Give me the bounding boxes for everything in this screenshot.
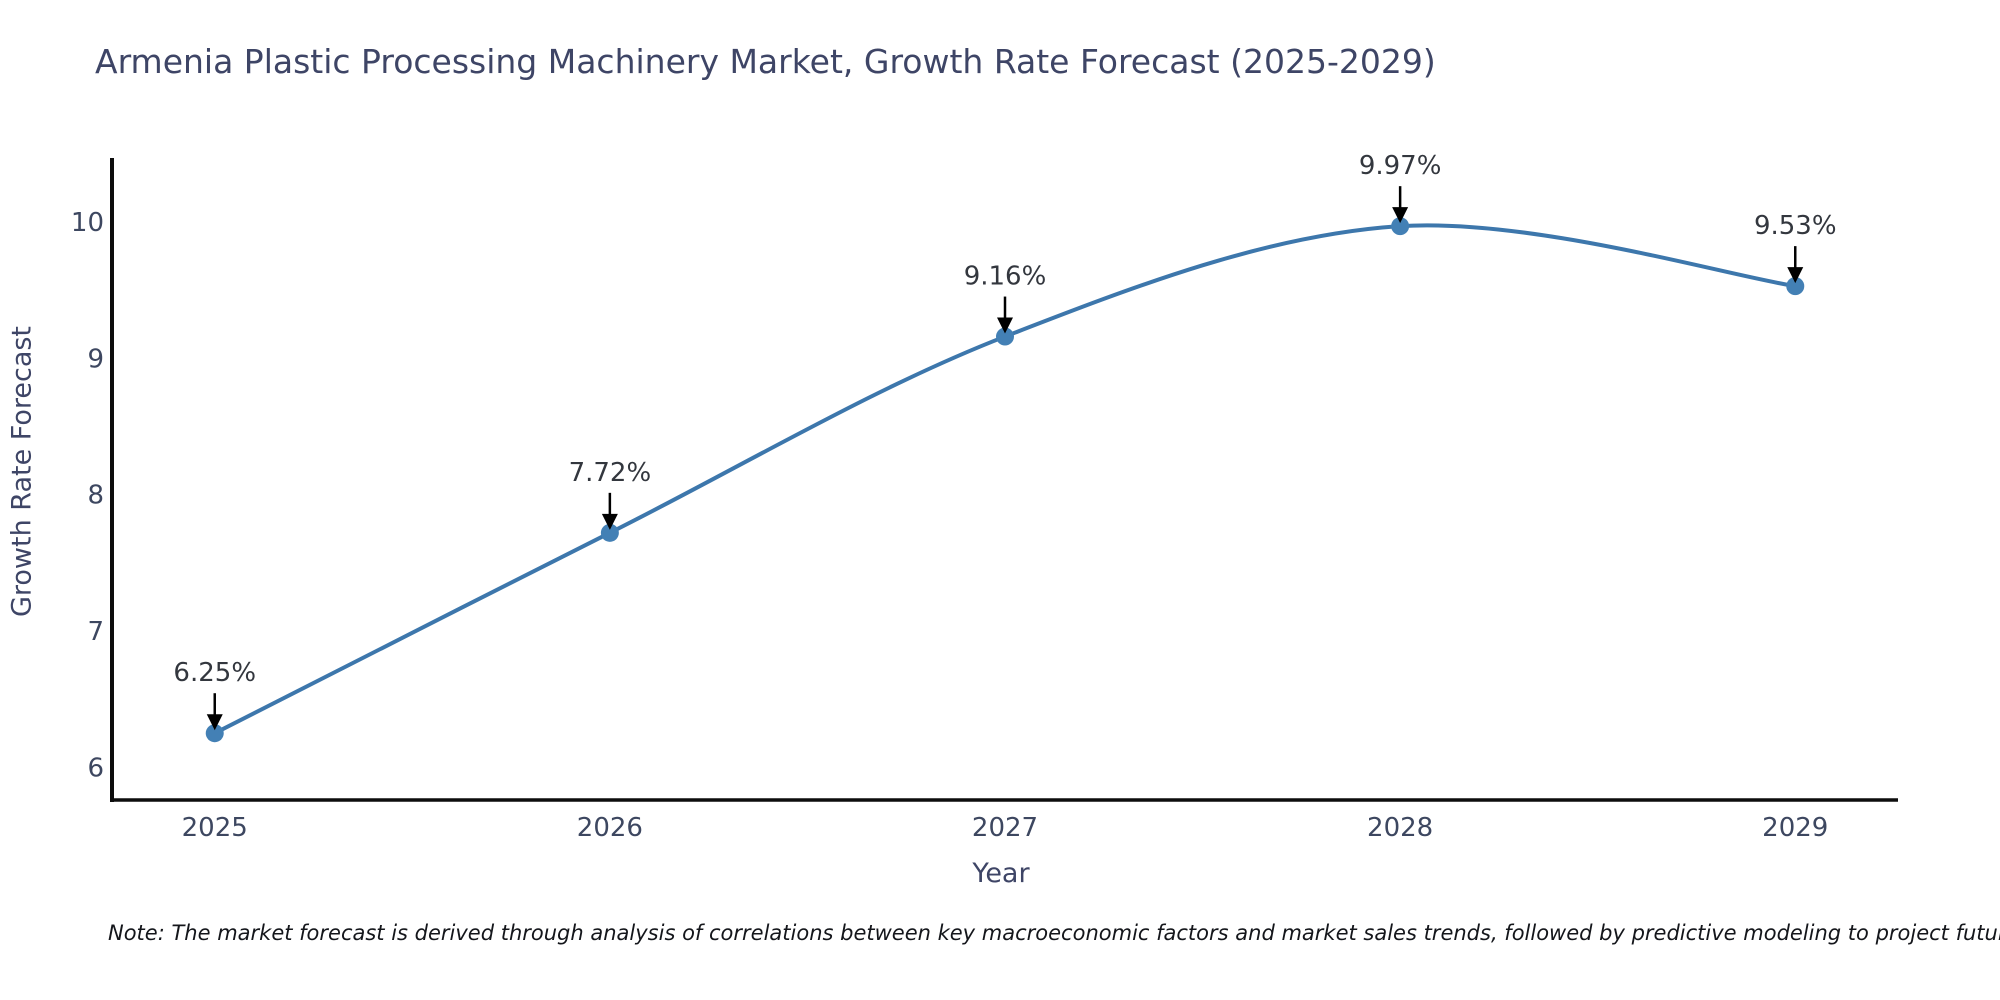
annotation-label: 9.97% bbox=[1359, 151, 1442, 181]
y-tick-label: 7 bbox=[87, 617, 104, 647]
annotation-arrowhead bbox=[997, 317, 1013, 334]
x-tick-label: 2027 bbox=[972, 813, 1038, 843]
data-point-marker bbox=[205, 724, 224, 743]
annotation-label: 7.72% bbox=[569, 458, 652, 488]
annotation-arrowhead bbox=[1392, 207, 1409, 224]
x-axis-title: Year bbox=[972, 858, 1030, 889]
y-tick-label: 9 bbox=[87, 344, 104, 374]
footnote: Note: The market forecast is derived thr… bbox=[108, 921, 2000, 945]
data-point-marker bbox=[600, 523, 619, 542]
annotation-label: 6.25% bbox=[173, 658, 256, 688]
y-tick-label: 8 bbox=[87, 481, 104, 511]
y-tick-label: 10 bbox=[71, 208, 104, 238]
data-point-marker bbox=[996, 327, 1014, 346]
annotation-label: 9.53% bbox=[1754, 211, 1837, 241]
x-tick-label: 2025 bbox=[182, 813, 248, 843]
x-tick-label: 2029 bbox=[1762, 813, 1828, 843]
chart-title: Armenia Plastic Processing Machinery Mar… bbox=[95, 42, 1436, 81]
annotation-arrowhead bbox=[206, 714, 223, 731]
x-tick-label: 2028 bbox=[1367, 813, 1433, 843]
y-tick-label: 6 bbox=[87, 753, 104, 783]
annotation-arrowhead bbox=[601, 513, 618, 530]
x-tick-label: 2026 bbox=[577, 813, 643, 843]
data-point-marker bbox=[1391, 217, 1410, 236]
y-axis-title: Growth Rate Forecast bbox=[6, 325, 38, 618]
data-point-marker bbox=[1786, 277, 1805, 296]
annotation-arrowhead bbox=[1787, 267, 1804, 284]
annotation-label: 9.16% bbox=[964, 262, 1047, 292]
